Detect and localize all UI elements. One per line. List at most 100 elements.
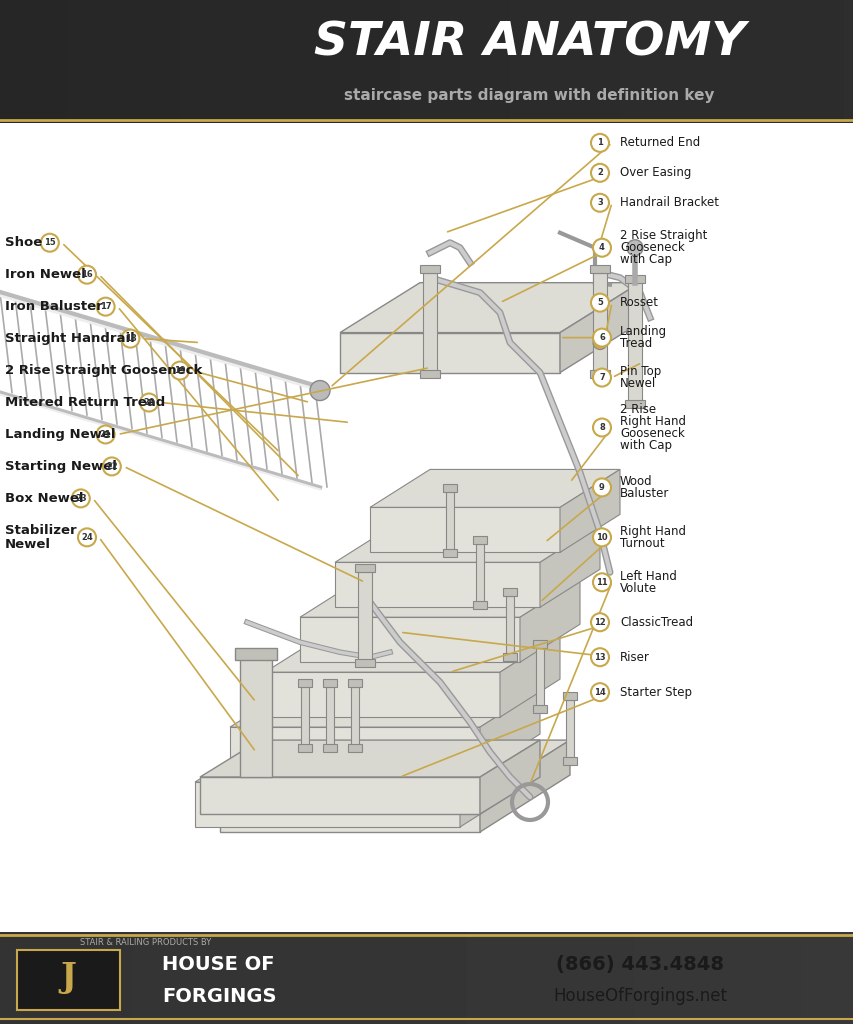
Text: 1: 1 [596, 138, 602, 147]
Text: Mitered Return Tread: Mitered Return Tread [5, 396, 165, 409]
Circle shape [590, 613, 608, 631]
Polygon shape [339, 333, 560, 373]
Bar [589, 370, 609, 378]
Circle shape [72, 489, 90, 507]
Text: HOUSE OF: HOUSE OF [162, 954, 275, 974]
Bar [589, 264, 609, 272]
Circle shape [592, 478, 610, 497]
Circle shape [590, 294, 608, 311]
Bar [566, 700, 573, 760]
Circle shape [592, 419, 610, 436]
Polygon shape [264, 634, 560, 672]
Circle shape [121, 330, 139, 347]
Circle shape [41, 233, 59, 252]
Text: J: J [61, 962, 76, 994]
Polygon shape [339, 283, 639, 333]
Bar [562, 692, 577, 700]
Text: 8: 8 [599, 423, 604, 432]
Text: 14: 14 [594, 688, 605, 696]
Text: 18: 18 [125, 334, 136, 343]
Bar [326, 687, 334, 748]
Text: (866) 443.4848: (866) 443.4848 [556, 954, 723, 974]
Bar [443, 484, 456, 493]
Circle shape [96, 426, 114, 443]
Bar [627, 283, 641, 402]
Text: 16: 16 [81, 270, 93, 280]
Text: 15: 15 [44, 239, 55, 247]
Text: 3: 3 [596, 199, 602, 207]
Polygon shape [229, 689, 539, 727]
Text: STAIR & RAILING PRODUCTS BY: STAIR & RAILING PRODUCTS BY [79, 938, 211, 947]
Polygon shape [194, 744, 519, 782]
Text: ClassicTread: ClassicTread [619, 615, 693, 629]
Polygon shape [220, 797, 479, 831]
Text: Riser: Riser [619, 650, 649, 664]
Bar [355, 659, 374, 668]
Text: Volute: Volute [619, 582, 656, 595]
Text: Iron Newel: Iron Newel [5, 268, 85, 282]
Circle shape [171, 361, 189, 380]
Text: Left Hand: Left Hand [619, 569, 676, 583]
Bar [445, 493, 454, 552]
Text: with Cap: with Cap [619, 439, 671, 452]
Circle shape [590, 134, 608, 152]
Text: Stabilizer: Stabilizer [5, 524, 77, 537]
Polygon shape [479, 740, 539, 814]
Text: Starting Newel: Starting Newel [5, 460, 117, 473]
Bar [322, 744, 337, 752]
Text: Landing: Landing [619, 325, 666, 338]
Text: 12: 12 [594, 617, 605, 627]
Text: Baluster: Baluster [619, 486, 669, 500]
Text: 19: 19 [174, 366, 186, 375]
Circle shape [78, 528, 96, 547]
Circle shape [590, 648, 608, 667]
Text: 9: 9 [599, 483, 604, 492]
Text: with Cap: with Cap [619, 253, 671, 266]
Bar [475, 545, 484, 604]
Bar [532, 640, 547, 648]
Polygon shape [299, 617, 519, 663]
Circle shape [626, 240, 642, 256]
Text: 2 Rise: 2 Rise [619, 403, 655, 416]
Text: Handrail Bracket: Handrail Bracket [619, 197, 718, 209]
Bar [298, 679, 311, 687]
Text: 24: 24 [81, 532, 93, 542]
Text: Newel: Newel [619, 377, 655, 390]
Text: 2: 2 [596, 168, 602, 177]
Bar [17, 950, 119, 1010]
Polygon shape [560, 469, 619, 552]
Text: 10: 10 [595, 532, 607, 542]
Circle shape [592, 573, 610, 591]
Circle shape [592, 528, 610, 547]
Text: 5: 5 [596, 298, 602, 307]
Bar [422, 272, 437, 373]
Polygon shape [369, 469, 619, 507]
Bar [592, 272, 606, 373]
Bar [300, 687, 309, 748]
Text: Right Hand: Right Hand [619, 415, 685, 428]
Bar [532, 706, 547, 713]
Text: Shoe: Shoe [5, 237, 42, 249]
Polygon shape [479, 740, 569, 831]
Text: Right Hand: Right Hand [619, 525, 685, 538]
Text: 21: 21 [100, 430, 112, 439]
Text: Landing Newel: Landing Newel [5, 428, 115, 441]
Text: 13: 13 [594, 652, 605, 662]
Text: FORGINGS: FORGINGS [162, 987, 276, 1006]
Text: Wood: Wood [619, 475, 652, 487]
Circle shape [592, 239, 610, 257]
Text: Turnout: Turnout [619, 537, 664, 550]
Polygon shape [264, 672, 499, 717]
Text: 23: 23 [75, 494, 86, 503]
Polygon shape [560, 283, 639, 373]
Text: Starter Step: Starter Step [619, 686, 691, 698]
Circle shape [590, 164, 608, 182]
Text: 20: 20 [143, 398, 154, 407]
Bar [235, 648, 276, 660]
Polygon shape [220, 740, 569, 797]
Text: Returned End: Returned End [619, 136, 699, 150]
Text: Over Easing: Over Easing [619, 166, 691, 179]
Text: STAIR ANATOMY: STAIR ANATOMY [313, 20, 745, 66]
Polygon shape [229, 727, 479, 772]
Polygon shape [479, 689, 539, 772]
